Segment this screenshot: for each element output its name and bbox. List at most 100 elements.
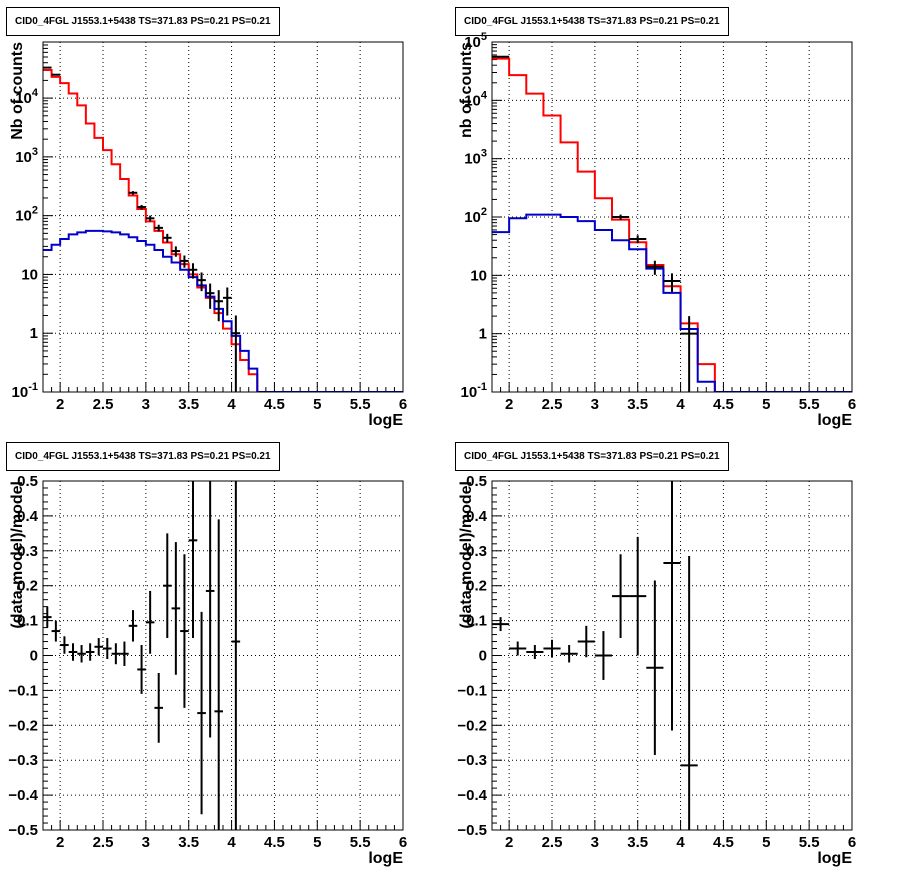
x-tick-label: 5.5 [799, 396, 820, 413]
y-axis-label: Nb of counts [9, 42, 26, 140]
y-tick-label: 0.1 [466, 613, 487, 630]
x-tick-label: 4 [227, 834, 236, 851]
y-tick-label: −0.4 [8, 787, 38, 804]
x-tick-label: 5.5 [350, 396, 371, 413]
plot-pad-top-left: CID0_4FGL J1553.1+5438 TS=371.83 PS=0.21… [0, 0, 449, 437]
plot-title: CID0_4FGL J1553.1+5438 TS=371.83 PS=0.21… [455, 442, 729, 471]
x-tick-label: 3 [142, 396, 150, 413]
x-tick-label: 4 [227, 396, 236, 413]
y-tick-label: 0.3 [17, 543, 38, 560]
x-tick-label: 4.5 [264, 834, 285, 851]
y-axis-label: (data-model)/model [458, 481, 475, 629]
x-tick-label: 6 [399, 396, 407, 413]
x-tick-label: 4.5 [713, 834, 734, 851]
y-axis-label: nb of counts [458, 42, 475, 138]
y-tick-label: 0 [30, 648, 38, 665]
y-tick-label: 10 [21, 266, 38, 283]
y-tick-label: 102 [15, 205, 38, 225]
x-tick-label: 3.5 [627, 396, 648, 413]
plot-frame [42, 480, 404, 831]
plot-frame [491, 41, 853, 393]
x-tick-label: 5 [762, 396, 770, 413]
y-tick-label: 102 [464, 206, 487, 226]
x-tick-label: 4.5 [264, 396, 285, 413]
y-tick-label: 0.5 [466, 473, 487, 490]
plot-title: CID0_4FGL J1553.1+5438 TS=371.83 PS=0.21… [6, 7, 280, 36]
y-tick-label: −0.2 [457, 717, 487, 734]
x-tick-label: 2.5 [542, 396, 563, 413]
plot-series [492, 55, 852, 392]
x-tick-label: 2.5 [93, 834, 114, 851]
y-tick-label: 0.1 [17, 613, 38, 630]
y-tick-label: −0.1 [457, 682, 487, 699]
y-tick-label: 0.5 [17, 473, 38, 490]
x-tick-label: 4 [676, 396, 685, 413]
y-tick-label: −0.5 [8, 822, 38, 839]
y-tick-label: 10 [470, 267, 487, 284]
x-tick-label: 2 [505, 834, 513, 851]
plot-frame [491, 480, 853, 831]
series-1-histogram [43, 229, 403, 392]
plot-pad-bottom-left: CID0_4FGL J1553.1+5438 TS=371.83 PS=0.21… [0, 437, 449, 875]
y-tick-label: −0.4 [457, 787, 487, 804]
x-tick-label: 2.5 [93, 396, 114, 413]
x-tick-label: 2.5 [542, 834, 563, 851]
y-tick-label: 1 [479, 326, 487, 343]
x-tick-label: 3.5 [627, 834, 648, 851]
y-tick-label: 103 [15, 146, 38, 166]
y-tick-label: 1 [30, 325, 38, 342]
chart-area: 2 2.5 3 3.5 4 4.5 5 5.5 6 −0.5 −0.4 −0.3 −0.2 −0.1 0 0.… [457, 473, 856, 867]
x-tick-label: 3 [591, 396, 599, 413]
plot-series [492, 481, 698, 830]
y-tick-label: 0.2 [17, 578, 38, 595]
y-axis-label: (data-model)/model [9, 481, 26, 629]
y-tick-label: 10-1 [461, 381, 487, 401]
x-tick-label: 6 [848, 396, 856, 413]
y-tick-label: −0.5 [457, 822, 487, 839]
x-tick-label: 5.5 [350, 834, 371, 851]
x-tick-label: 2 [56, 396, 64, 413]
plot-title: CID0_4FGL J1553.1+5438 TS=371.83 PS=0.21… [6, 442, 280, 471]
x-tick-label: 2 [56, 834, 64, 851]
x-axis-label: logE [368, 850, 403, 867]
y-tick-label: 0.3 [466, 543, 487, 560]
y-tick-label: −0.2 [8, 717, 38, 734]
chart-area: 2 2.5 3 3.5 4 4.5 5 5.5 6 10-1 1 10 102 103 104 105 logE… [458, 31, 856, 429]
plot-title: CID0_4FGL J1553.1+5438 TS=371.83 PS=0.21… [455, 7, 729, 36]
x-tick-label: 4.5 [713, 396, 734, 413]
x-tick-label: 5 [762, 834, 770, 851]
y-tick-label: 0.2 [466, 578, 487, 595]
y-tick-label: 104 [15, 87, 39, 107]
y-tick-label: 103 [464, 148, 487, 168]
x-tick-label: 3.5 [178, 396, 199, 413]
plot-pad-bottom-right: CID0_4FGL J1553.1+5438 TS=371.83 PS=0.21… [449, 437, 898, 875]
plot-series [43, 66, 403, 392]
x-tick-label: 5 [313, 396, 321, 413]
y-tick-label: 10-1 [12, 381, 38, 401]
x-tick-label: 5.5 [799, 834, 820, 851]
y-tick-label: −0.1 [8, 682, 38, 699]
x-axis-label: logE [817, 850, 852, 867]
y-tick-label: 0.4 [17, 508, 39, 525]
x-tick-label: 3 [142, 834, 150, 851]
x-tick-label: 4 [676, 834, 685, 851]
y-tick-label: −0.3 [8, 752, 38, 769]
y-tick-label: 0.4 [466, 508, 488, 525]
series-1-histogram [492, 213, 852, 392]
y-tick-label: 0 [479, 648, 487, 665]
x-tick-label: 2 [505, 396, 513, 413]
plot-frame [42, 41, 404, 393]
x-tick-label: 3.5 [178, 834, 199, 851]
y-tick-label: 104 [464, 89, 488, 109]
x-axis-label: logE [368, 412, 403, 429]
x-tick-label: 3 [591, 834, 599, 851]
x-tick-label: 6 [848, 834, 856, 851]
series-0-histogram [492, 57, 852, 392]
chart-area: 2 2.5 3 3.5 4 4.5 5 5.5 6 −0.5 −0.4 −0.3 −0.2 −0.1 0 0.… [8, 473, 407, 867]
plot-pad-top-right: CID0_4FGL J1553.1+5438 TS=371.83 PS=0.21… [449, 0, 898, 437]
chart-area: 2 2.5 3 3.5 4 4.5 5 5.5 6 10-1 1 10 102 103 104 logE Nb … [9, 41, 407, 429]
x-tick-label: 6 [399, 834, 407, 851]
x-axis-label: logE [817, 412, 852, 429]
x-tick-label: 5 [313, 834, 321, 851]
y-tick-label: 105 [464, 31, 487, 51]
